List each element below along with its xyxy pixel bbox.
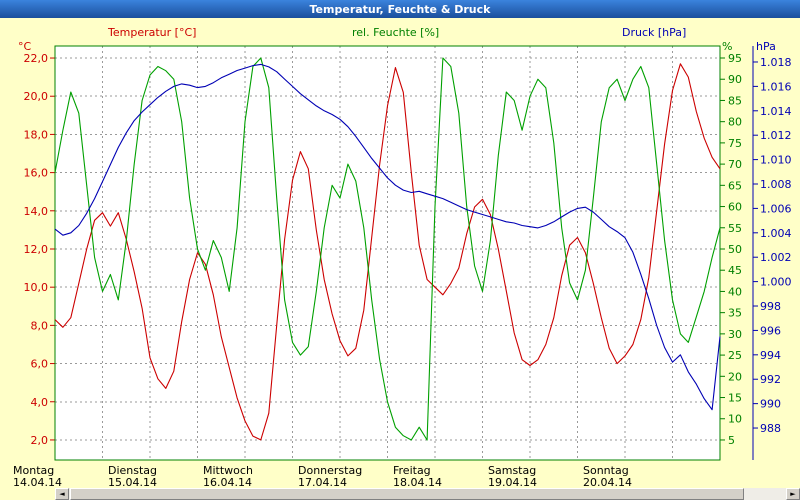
humidity-unit-label: % (722, 40, 733, 53)
hum-tick-label: 45 (728, 264, 742, 277)
temp-tick-label: 18,0 (24, 128, 49, 141)
temp-tick-label: 22,0 (24, 52, 49, 65)
date-label: 17.04.14 (298, 476, 347, 488)
pres-tick-label: 1.012 (760, 129, 792, 142)
hum-tick-label: 10 (728, 413, 742, 426)
temp-tick-label: 14,0 (24, 205, 49, 218)
pres-tick-label: 1.006 (760, 202, 792, 215)
pressure-axis-title: Druck [hPa] (622, 26, 687, 39)
temp-tick-label: 10,0 (24, 281, 49, 294)
pres-tick-label: 998 (760, 300, 781, 313)
temp-tick-label: 20,0 (24, 90, 49, 103)
plot-frame (54, 45, 721, 461)
hum-tick-label: 50 (728, 243, 742, 256)
temp-tick-label: 4,0 (31, 396, 49, 409)
humidity-axis-title: rel. Feuchte [%] (352, 26, 440, 39)
day-label: Freitag (393, 464, 431, 477)
hum-tick-label: 5 (728, 434, 735, 447)
chart-svg: 22,0 20,0 18,0 16,0 14,0 12,0 10,0 8,0 6,0 4,0 2,0… (13, 45, 792, 488)
hum-tick-label: 90 (728, 73, 742, 86)
scrollbar-track[interactable] (69, 488, 786, 500)
temperature-axis-title: Temperatur [°C] (108, 26, 197, 39)
pres-tick-label: 1.018 (760, 56, 792, 69)
series-line-temperature (54, 63, 721, 441)
pres-tick-label: 992 (760, 373, 781, 386)
hum-tick-label: 60 (728, 201, 742, 214)
hum-tick-label: 70 (728, 158, 742, 171)
hum-tick-label: 75 (728, 137, 742, 150)
hum-tick-label: 80 (728, 116, 742, 129)
window-title: Temperatur, Feuchte & Druck (309, 2, 491, 16)
date-label: 20.04.14 (583, 476, 632, 488)
pres-tick-label: 1.010 (760, 154, 792, 167)
hum-tick-label: 20 (728, 370, 742, 383)
date-label: 19.04.14 (488, 476, 537, 488)
pres-tick-label: 1.002 (760, 251, 792, 264)
date-label: 15.04.14 (108, 476, 157, 488)
day-label: Samstag (488, 464, 536, 477)
temp-tick-label: 16,0 (24, 167, 49, 180)
pressure-unit-label: hPa (756, 40, 776, 53)
hum-tick-label: 35 (728, 307, 742, 320)
day-label: Donnerstag (298, 464, 362, 477)
pres-tick-label: 1.014 (760, 105, 792, 118)
date-label: 16.04.14 (203, 476, 252, 488)
hum-tick-label: 15 (728, 392, 742, 405)
temp-tick-label: 6,0 (31, 358, 49, 371)
chart-area: 22,0 20,0 18,0 16,0 14,0 12,0 10,0 8,0 6,0 4,0 2,0… (0, 18, 800, 488)
pres-tick-label: 1.016 (760, 80, 792, 93)
temperature-unit-label: °C (18, 40, 32, 53)
temp-tick-label: 12,0 (24, 243, 49, 256)
pres-tick-label: 1.004 (760, 227, 792, 240)
pres-tick-label: 988 (760, 422, 781, 435)
temp-tick-label: 8,0 (31, 319, 49, 332)
day-label: Dienstag (108, 464, 157, 477)
pres-tick-label: 990 (760, 398, 781, 411)
horizontal-scrollbar[interactable]: ◄ ► (55, 488, 800, 500)
series-line-humidity (54, 57, 721, 441)
day-label: Montag (13, 464, 54, 477)
scroll-left-button[interactable]: ◄ (55, 488, 69, 500)
hum-tick-label: 55 (728, 222, 742, 235)
day-label: Mittwoch (203, 464, 253, 477)
hum-tick-label: 95 (728, 52, 742, 65)
pres-tick-label: 996 (760, 324, 781, 337)
hum-tick-label: 85 (728, 94, 742, 107)
day-label: Sonntag (583, 464, 629, 477)
pres-tick-label: 994 (760, 349, 781, 362)
window-titlebar[interactable]: Temperatur, Feuchte & Druck (0, 0, 800, 18)
series-line-pressure (54, 63, 721, 411)
hum-tick-label: 65 (728, 179, 742, 192)
hum-tick-label: 25 (728, 349, 742, 362)
temp-tick-label: 2,0 (31, 434, 49, 447)
date-label: 18.04.14 (393, 476, 442, 488)
pres-tick-label: 1.008 (760, 178, 792, 191)
scrollbar-thumb[interactable] (70, 488, 744, 500)
pres-tick-label: 1.000 (760, 276, 792, 289)
hum-tick-label: 30 (728, 328, 742, 341)
date-label: 14.04.14 (13, 476, 62, 488)
scroll-right-button[interactable]: ► (786, 488, 800, 500)
hum-tick-label: 40 (728, 285, 742, 298)
